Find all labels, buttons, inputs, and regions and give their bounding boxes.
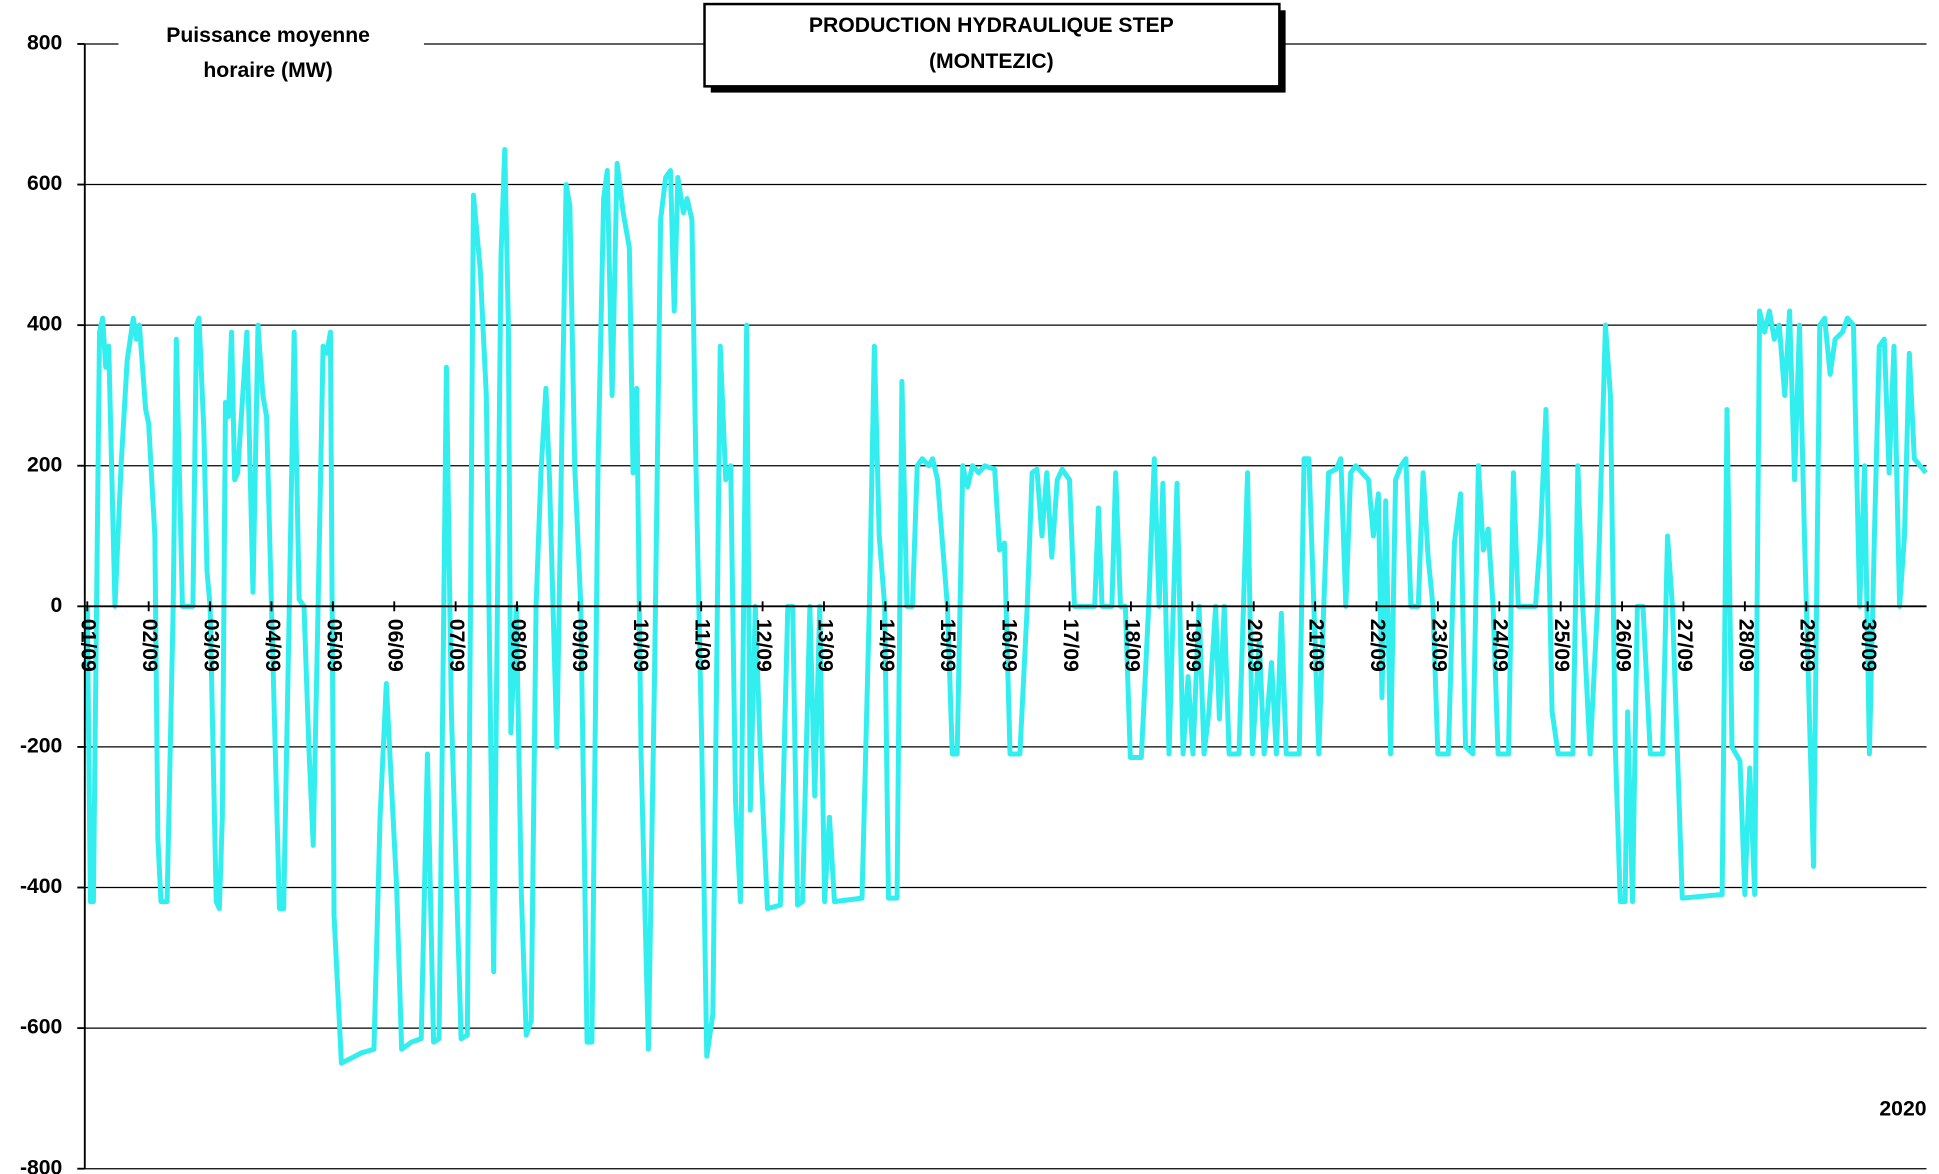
- x-tick-label: 19/09: [1182, 619, 1205, 672]
- x-tick-label: 12/09: [752, 619, 775, 672]
- x-tick-label: 01/09: [77, 619, 100, 672]
- x-tick-label: 02/09: [138, 619, 161, 672]
- y-label-box: Puissance moyenne horaire (MW): [118, 15, 424, 91]
- x-tick-label: 15/09: [936, 619, 959, 672]
- x-tick-label: 06/09: [384, 619, 407, 672]
- x-tick-label: 21/09: [1305, 619, 1328, 672]
- chart-title: (MONTEZIC): [929, 50, 1054, 73]
- x-tick-label: 07/09: [445, 619, 468, 672]
- y-label-bg: [118, 15, 424, 91]
- annotation: 2020: [1879, 1098, 1926, 1121]
- y-tick-label: -400: [20, 875, 62, 898]
- x-tick-label: 04/09: [261, 619, 284, 672]
- x-tick-label: 29/09: [1796, 619, 1819, 672]
- chart-title: PRODUCTION HYDRAULIQUE STEP: [809, 14, 1174, 37]
- x-tick-label: 23/09: [1427, 619, 1450, 672]
- plot-area: [84, 146, 1928, 1066]
- x-tick-label: 08/09: [506, 619, 529, 672]
- y-label: Puissance moyenne: [166, 24, 370, 47]
- series-line: [84, 146, 1928, 1066]
- x-tick-label: 22/09: [1366, 619, 1389, 672]
- x-tick-label: 14/09: [875, 619, 898, 672]
- x-tick-label: 11/09: [691, 619, 714, 671]
- x-tick-label: 17/09: [1059, 619, 1082, 672]
- x-tick-label: 27/09: [1673, 619, 1696, 672]
- x-tick-label: 10/09: [629, 619, 652, 672]
- x-tick-label: 16/09: [998, 619, 1021, 672]
- y-tick-label: 800: [27, 32, 62, 55]
- y-tick-label: -800: [20, 1156, 62, 1174]
- y-tick-label: -600: [20, 1016, 62, 1039]
- x-tick-label: 30/09: [1857, 619, 1880, 672]
- y-tick-label: 400: [27, 313, 62, 336]
- x-tick-label: 20/09: [1243, 619, 1266, 672]
- frame: [77, 43, 1927, 1170]
- y-label: horaire (MW): [203, 59, 332, 82]
- x-tick-label: 25/09: [1550, 619, 1573, 672]
- y-tick-label: 0: [51, 594, 63, 617]
- x-tick-label: 26/09: [1611, 619, 1634, 672]
- x-tick-label: 18/09: [1120, 619, 1143, 672]
- title-frame: [703, 2, 1281, 88]
- x-tick-label: 09/09: [568, 619, 591, 672]
- x-tick-label: 05/09: [322, 619, 345, 672]
- y-tick-label: 200: [27, 453, 62, 476]
- x-tick-label: 24/09: [1489, 619, 1512, 672]
- y-tick-label: 600: [27, 172, 62, 195]
- x-tick-label: 13/09: [813, 619, 836, 672]
- x-tick-label: 28/09: [1734, 619, 1757, 672]
- y-tick-label: -200: [20, 735, 62, 758]
- title-box: PRODUCTION HYDRAULIQUE STEP (MONTEZIC): [703, 2, 1286, 93]
- x-tick-label: 03/09: [199, 619, 222, 672]
